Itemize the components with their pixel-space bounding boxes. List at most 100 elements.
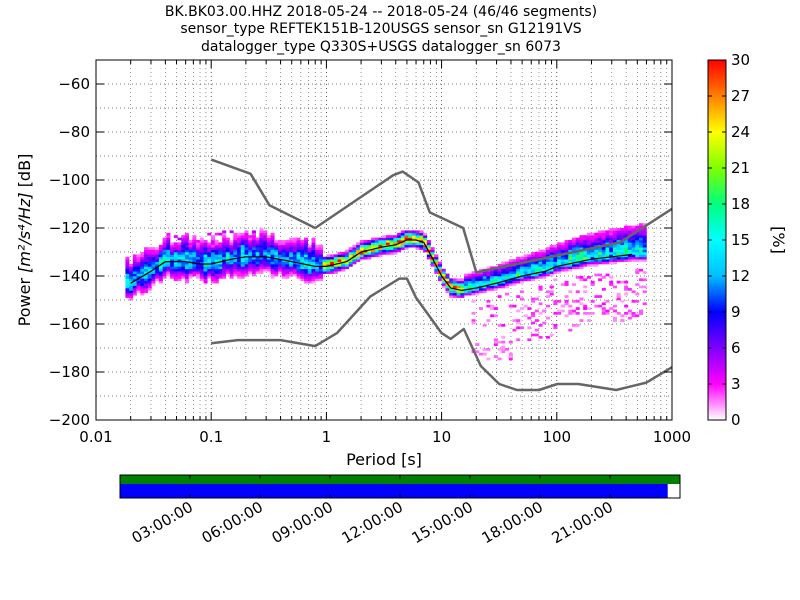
histogram-cell	[560, 259, 565, 262]
histogram-cell	[438, 266, 443, 270]
histogram-cell	[196, 273, 201, 277]
high-noise-model-line	[210, 158, 673, 274]
histogram-cell	[612, 309, 617, 313]
histogram-cell	[352, 247, 357, 250]
histogram-cell	[505, 276, 510, 279]
histogram-cell	[300, 276, 305, 279]
histogram-cell	[411, 232, 416, 236]
histogram-cell	[493, 280, 498, 284]
histogram-cell	[564, 268, 569, 272]
histogram-cell	[125, 288, 130, 291]
timeline-label: 21:00:00	[549, 498, 616, 547]
histogram-cell	[318, 268, 323, 272]
histogram-cell	[367, 256, 372, 260]
histogram-cell	[534, 256, 539, 260]
histogram-cell	[389, 237, 394, 241]
histogram-cell	[237, 242, 242, 246]
histogram-cell	[385, 252, 390, 255]
histogram-cell	[531, 276, 536, 279]
histogram-cell	[255, 271, 260, 274]
histogram-cell	[415, 244, 420, 248]
histogram-cell	[545, 295, 550, 298]
histogram-cell	[467, 290, 472, 294]
histogram-cell	[147, 266, 152, 270]
histogram-cell	[449, 288, 454, 291]
histogram-cell	[162, 254, 167, 258]
histogram-cell	[501, 276, 506, 279]
histogram-cell	[218, 259, 223, 262]
histogram-cell	[211, 278, 216, 282]
histogram-cell	[304, 247, 309, 250]
histogram-cell	[631, 225, 636, 229]
histogram-cell	[218, 244, 223, 248]
histogram-cell	[318, 259, 323, 262]
histogram-cell	[560, 266, 565, 270]
histogram-cell	[285, 271, 290, 274]
histogram-cell	[173, 259, 178, 262]
histogram-cell	[270, 244, 275, 248]
histogram-cell	[452, 280, 457, 284]
histogram-cell	[631, 249, 636, 253]
histogram-cell	[572, 244, 577, 248]
histogram-cell	[557, 266, 562, 270]
histogram-cell	[181, 261, 186, 265]
histogram-cell	[326, 271, 331, 274]
histogram-cell	[292, 264, 297, 267]
histogram-cell	[609, 280, 614, 284]
histogram-cell	[557, 244, 562, 248]
histogram-cell	[352, 252, 357, 255]
histogram-cell	[586, 252, 591, 255]
histogram-cell	[609, 261, 614, 265]
histogram-cell	[140, 273, 145, 277]
histogram-cell	[549, 264, 554, 267]
histogram-cell	[638, 242, 644, 246]
histogram-cell	[620, 230, 625, 234]
histogram-cell	[583, 278, 588, 282]
histogram-cell	[560, 244, 565, 248]
histogram-cell	[255, 242, 260, 246]
histogram-cell	[222, 242, 227, 246]
histogram-cell	[292, 249, 297, 253]
histogram-cell	[207, 247, 212, 250]
histogram-cell	[356, 247, 361, 250]
histogram-cell	[181, 252, 186, 255]
histogram-cell	[497, 273, 502, 277]
histogram-cell	[244, 264, 249, 267]
histogram-cell	[609, 247, 614, 250]
histogram-cell	[259, 235, 264, 238]
histogram-cell	[534, 266, 539, 270]
histogram-cell	[203, 280, 208, 284]
histogram-cell	[170, 264, 175, 267]
histogram-cell	[605, 235, 610, 238]
histogram-cell	[627, 254, 632, 258]
histogram-cell	[564, 295, 569, 298]
histogram-cell	[326, 259, 331, 262]
histogram-cell	[452, 295, 457, 298]
histogram-cell	[456, 278, 461, 282]
histogram-cell	[601, 230, 606, 234]
histogram-cell	[259, 247, 264, 250]
histogram-cell	[255, 261, 260, 265]
histogram-cell	[538, 266, 543, 270]
histogram-cell	[214, 244, 219, 248]
histogram-cell	[516, 321, 521, 325]
histogram-cell	[579, 264, 584, 267]
histogram-cell	[508, 268, 513, 272]
histogram-cell	[638, 232, 644, 236]
histogram-cell	[382, 247, 387, 250]
histogram-cell	[389, 244, 394, 248]
histogram-cell	[266, 242, 271, 246]
histogram-cell	[545, 254, 550, 258]
histogram-cell	[196, 249, 201, 253]
timeline-bottom-bar	[120, 484, 668, 498]
histogram-cell	[337, 252, 342, 255]
histogram-cell	[460, 285, 465, 289]
histogram-cell	[281, 276, 286, 279]
histogram-cell	[244, 235, 249, 238]
histogram-cell	[192, 235, 197, 238]
histogram-cell	[545, 252, 550, 255]
histogram-cell	[635, 254, 640, 258]
histogram-cell	[605, 230, 610, 234]
histogram-cell	[129, 273, 134, 277]
histogram-cell	[352, 256, 357, 260]
